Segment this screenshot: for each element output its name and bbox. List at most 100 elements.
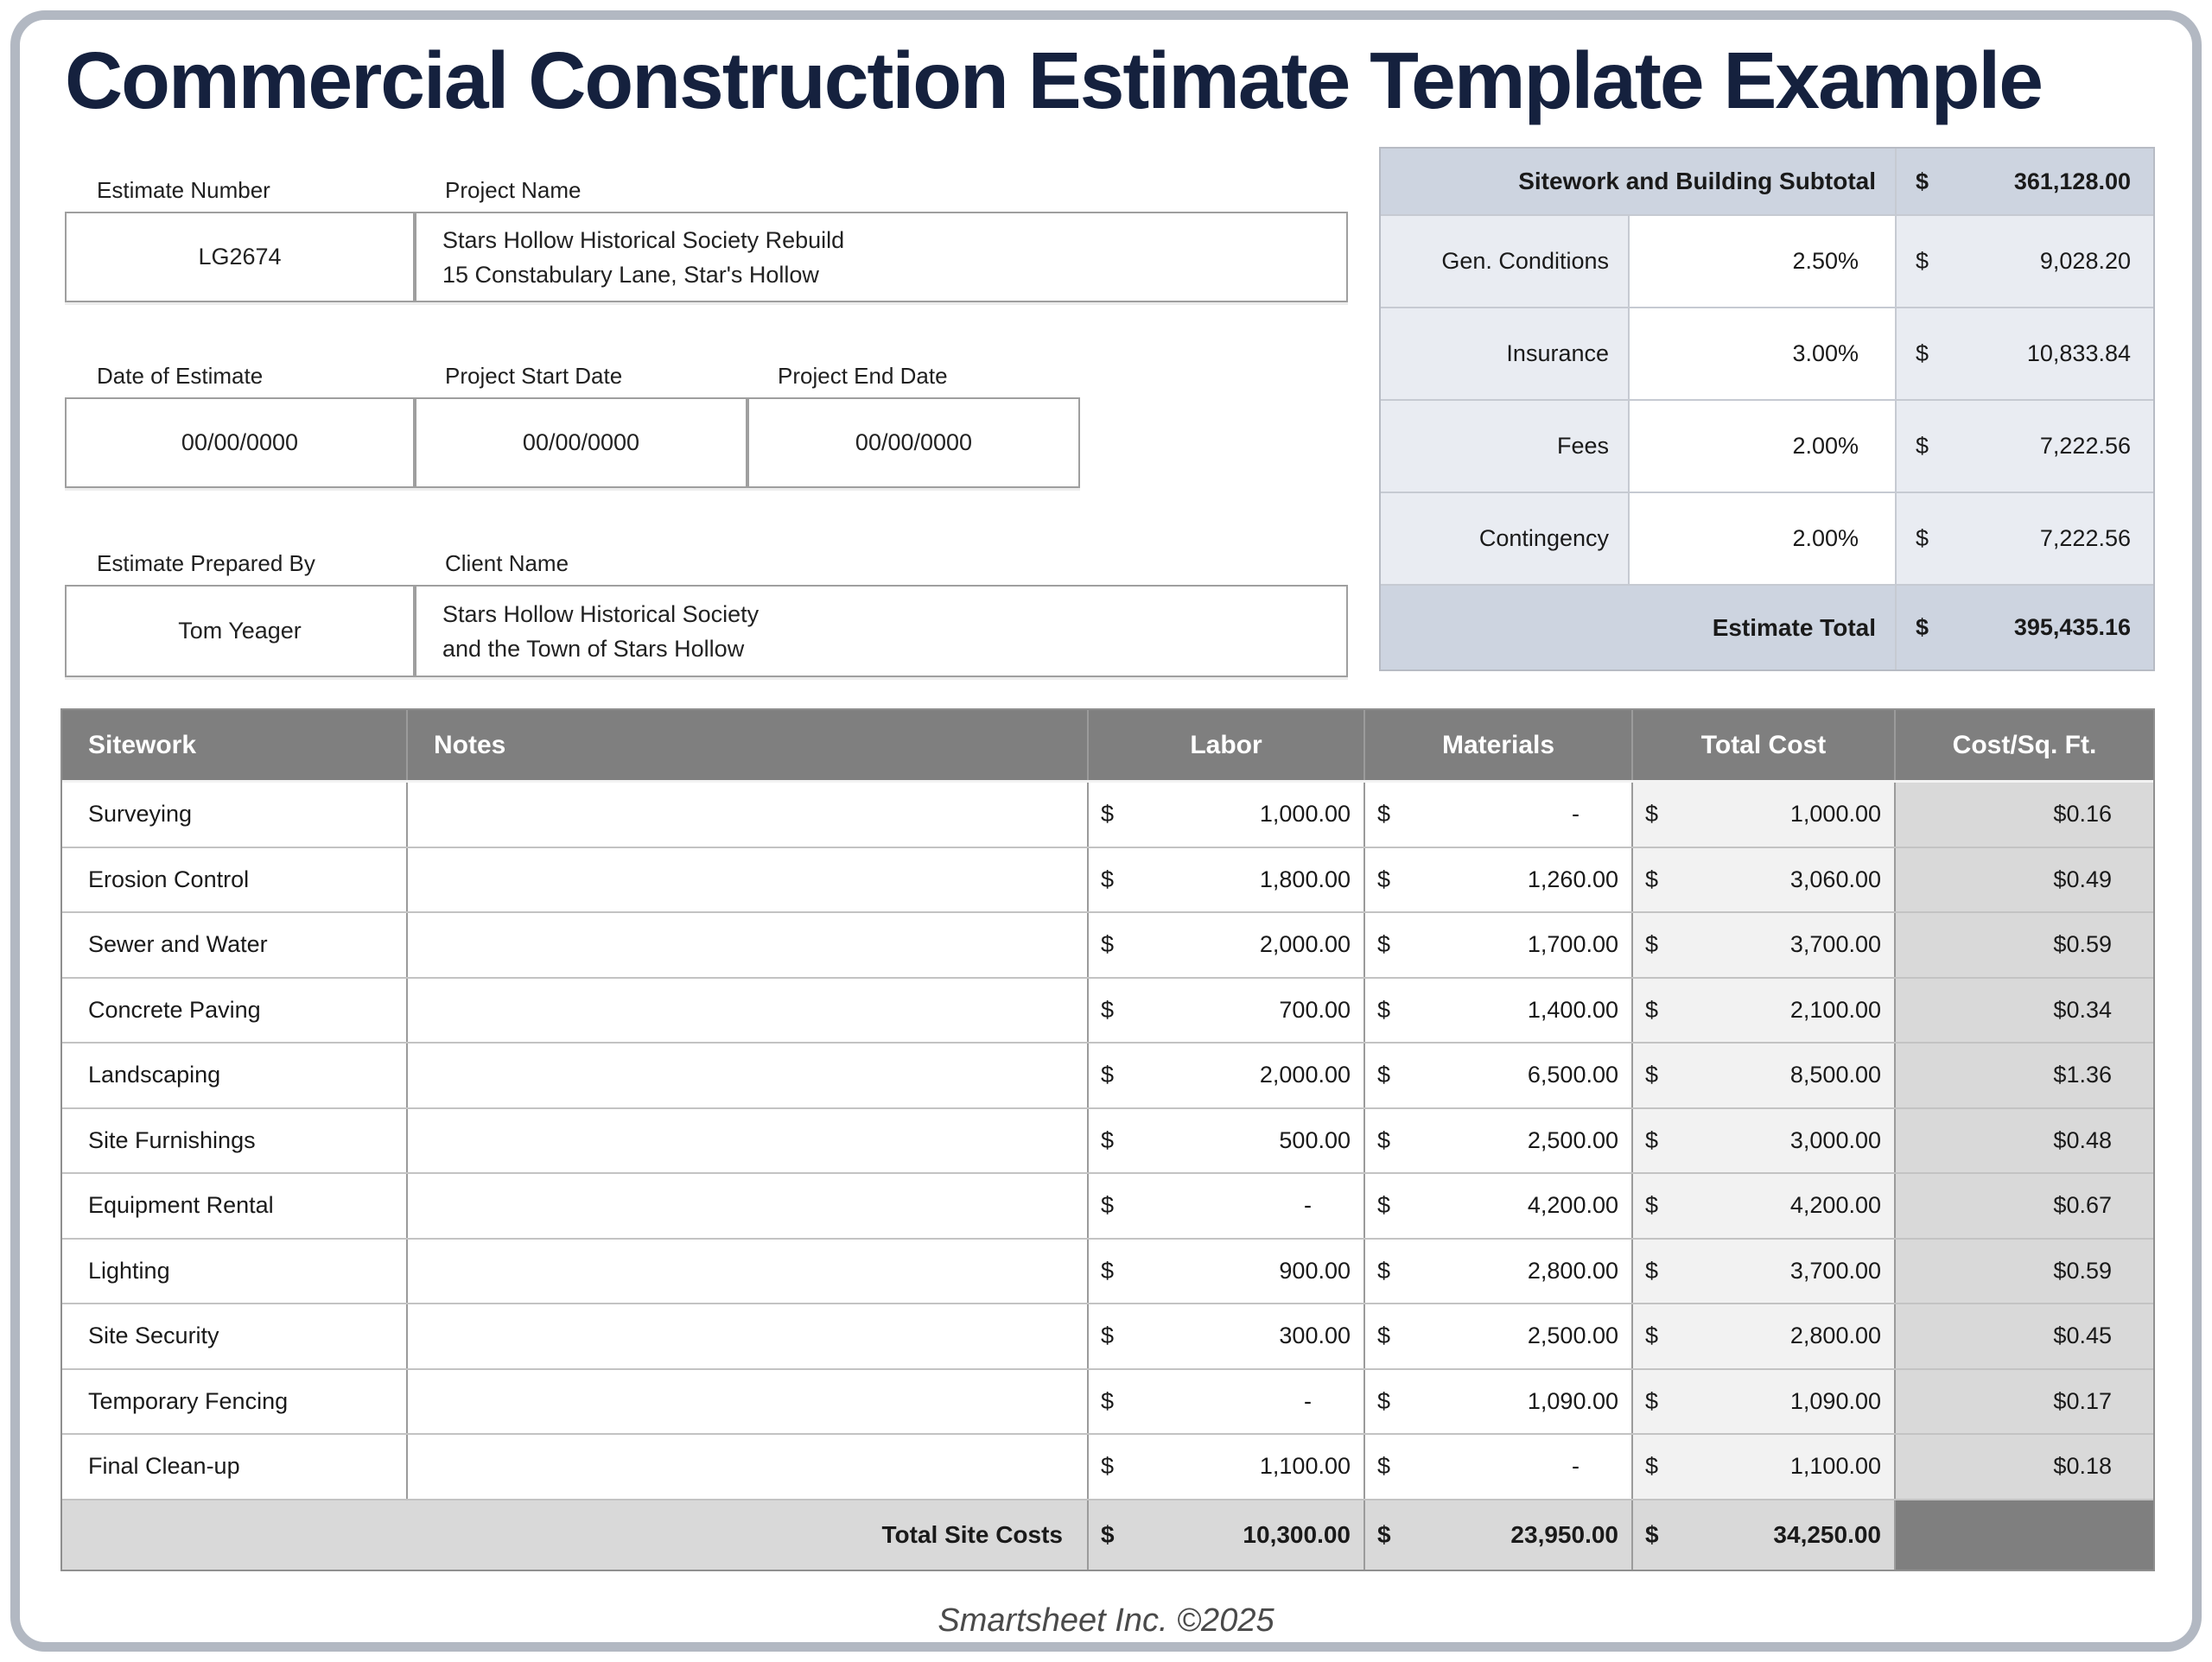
total-cost-cell[interactable]: $8,500.00 <box>1633 1044 1896 1107</box>
materials-cell[interactable]: $ - <box>1365 783 1633 847</box>
labor-cell[interactable]: $300.00 <box>1089 1304 1365 1368</box>
total-cost-amount: 1,000.00 <box>1789 801 1881 828</box>
date-of-estimate-field[interactable]: 00/00/0000 <box>65 397 415 488</box>
summary-row-pct[interactable]: 2.50% <box>1630 216 1897 307</box>
estimate-prepared-by-label: Estimate Prepared By <box>97 550 315 576</box>
cost-sqft-cell[interactable]: $0.48 <box>1896 1108 2153 1172</box>
total-cost-cell[interactable]: $2,800.00 <box>1633 1304 1896 1368</box>
total-cost-cell[interactable]: $3,700.00 <box>1633 1239 1896 1303</box>
cost-sqft-cell[interactable]: $0.34 <box>1896 978 2153 1042</box>
total-cost-cell[interactable]: $3,700.00 <box>1633 913 1896 977</box>
sitework-name-cell[interactable]: Landscaping <box>62 1044 408 1107</box>
notes-cell[interactable] <box>408 1044 1089 1107</box>
sitework-name-cell[interactable]: Concrete Paving <box>62 978 408 1042</box>
notes-cell[interactable] <box>408 1239 1089 1303</box>
table-row: Lighting $900.00 $2,800.00 $3,700.00 $0.… <box>62 1239 2153 1304</box>
materials-cell[interactable]: $2,500.00 <box>1365 1108 1633 1172</box>
labor-cell[interactable]: $ - <box>1089 1369 1365 1433</box>
sitework-name-cell[interactable]: Equipment Rental <box>62 1174 408 1238</box>
estimate-total-amount-cell[interactable]: $ 395,435.16 <box>1897 586 2153 669</box>
summary-row-amount-cell[interactable]: $ 9,028.20 <box>1897 216 2153 307</box>
estimate-prepared-by-field[interactable]: Tom Yeager <box>65 585 415 677</box>
labor-amount: 1,000.00 <box>1259 801 1351 828</box>
currency-symbol: $ <box>1101 866 1115 892</box>
notes-cell[interactable] <box>408 1174 1089 1238</box>
cost-sqft-cell[interactable]: $0.16 <box>1896 783 2153 847</box>
total-cost-cell[interactable]: $3,060.00 <box>1633 847 1896 911</box>
materials-cell[interactable]: $ - <box>1365 1435 1633 1499</box>
materials-cell[interactable]: $1,090.00 <box>1365 1369 1633 1433</box>
currency-symbol: $ <box>1101 996 1115 1023</box>
currency-symbol: $ <box>1377 1520 1391 1548</box>
notes-cell[interactable] <box>408 913 1089 977</box>
project-end-date-field[interactable]: 00/00/0000 <box>747 397 1080 488</box>
cost-sqft-cell[interactable]: $0.59 <box>1896 913 2153 977</box>
notes-cell[interactable] <box>408 1369 1089 1433</box>
labor-cell[interactable]: $2,000.00 <box>1089 1044 1365 1107</box>
cost-sqft-cell[interactable]: $0.49 <box>1896 847 2153 911</box>
estimate-number-field[interactable]: LG2674 <box>65 212 415 302</box>
notes-cell[interactable] <box>408 1108 1089 1172</box>
summary-header-amount-cell[interactable]: $ 361,128.00 <box>1897 149 2153 214</box>
total-cost-sum-cell: $34,250.00 <box>1633 1500 1896 1570</box>
cost-sqft-cell[interactable]: $0.18 <box>1896 1435 2153 1499</box>
labor-cell[interactable]: $1,800.00 <box>1089 847 1365 911</box>
materials-cell[interactable]: $1,400.00 <box>1365 978 1633 1042</box>
labor-cell[interactable]: $1,100.00 <box>1089 1435 1365 1499</box>
labor-cell[interactable]: $700.00 <box>1089 978 1365 1042</box>
estimate-total-row: Estimate Total $ 395,435.16 <box>1381 586 2153 669</box>
total-cost-cell[interactable]: $2,100.00 <box>1633 978 1896 1042</box>
notes-cell[interactable] <box>408 783 1089 847</box>
project-name-field[interactable]: Stars Hollow Historical Society Rebuild … <box>415 212 1348 302</box>
cost-sqft-cell[interactable]: $0.59 <box>1896 1239 2153 1303</box>
cost-sqft-cell[interactable]: $0.45 <box>1896 1304 2153 1368</box>
sitework-name-cell[interactable]: Final Clean-up <box>62 1435 408 1499</box>
cost-sqft-cell[interactable]: $0.67 <box>1896 1174 2153 1238</box>
currency-symbol: $ <box>1916 525 1929 551</box>
project-start-date-field[interactable]: 00/00/0000 <box>415 397 747 488</box>
summary-row-pct[interactable]: 2.00% <box>1630 493 1897 584</box>
summary-header-label: Sitework and Building Subtotal <box>1381 149 1897 214</box>
summary-row-amount-cell[interactable]: $ 10,833.84 <box>1897 308 2153 399</box>
materials-cell[interactable]: $1,260.00 <box>1365 847 1633 911</box>
notes-cell[interactable] <box>408 847 1089 911</box>
materials-cell[interactable]: $2,800.00 <box>1365 1239 1633 1303</box>
summary-row-amount-cell[interactable]: $ 7,222.56 <box>1897 401 2153 492</box>
total-cost-cell[interactable]: $3,000.00 <box>1633 1108 1896 1172</box>
client-name-field[interactable]: Stars Hollow Historical Society and the … <box>415 585 1348 677</box>
labor-cell[interactable]: $1,000.00 <box>1089 783 1365 847</box>
sitework-name-cell[interactable]: Sewer and Water <box>62 913 408 977</box>
notes-cell[interactable] <box>408 1435 1089 1499</box>
labor-cell[interactable]: $ - <box>1089 1174 1365 1238</box>
cost-sqft-cell[interactable]: $0.17 <box>1896 1369 2153 1433</box>
total-cost-cell[interactable]: $1,000.00 <box>1633 783 1896 847</box>
summary-row-pct[interactable]: 3.00% <box>1630 308 1897 399</box>
summary-row-pct[interactable]: 2.00% <box>1630 401 1897 492</box>
materials-amount: 1,260.00 <box>1527 866 1618 892</box>
total-cost-cell[interactable]: $4,200.00 <box>1633 1174 1896 1238</box>
sitework-name-cell[interactable]: Lighting <box>62 1239 408 1303</box>
sitework-name-cell[interactable]: Temporary Fencing <box>62 1369 408 1433</box>
sitework-name-cell[interactable]: Erosion Control <box>62 847 408 911</box>
labor-cell[interactable]: $500.00 <box>1089 1108 1365 1172</box>
total-cost-cell[interactable]: $1,090.00 <box>1633 1369 1896 1433</box>
header-total-cost: Total Cost <box>1633 710 1896 780</box>
materials-cell[interactable]: $1,700.00 <box>1365 913 1633 977</box>
sitework-name-cell[interactable]: Site Security <box>62 1304 408 1368</box>
materials-cell[interactable]: $2,500.00 <box>1365 1304 1633 1368</box>
notes-cell[interactable] <box>408 1304 1089 1368</box>
currency-symbol: $ <box>1101 1453 1115 1480</box>
cost-sqft-cell[interactable]: $1.36 <box>1896 1044 2153 1107</box>
labor-amount: 1,800.00 <box>1259 866 1351 892</box>
table-row: Site Furnishings $500.00 $2,500.00 $3,00… <box>62 1108 2153 1174</box>
summary-row-amount-cell[interactable]: $ 7,222.56 <box>1897 493 2153 584</box>
currency-symbol: $ <box>1645 1126 1659 1153</box>
sitework-name-cell[interactable]: Surveying <box>62 783 408 847</box>
notes-cell[interactable] <box>408 978 1089 1042</box>
labor-cell[interactable]: $900.00 <box>1089 1239 1365 1303</box>
materials-cell[interactable]: $4,200.00 <box>1365 1174 1633 1238</box>
sitework-name-cell[interactable]: Site Furnishings <box>62 1108 408 1172</box>
materials-cell[interactable]: $6,500.00 <box>1365 1044 1633 1107</box>
total-cost-cell[interactable]: $1,100.00 <box>1633 1435 1896 1499</box>
labor-cell[interactable]: $2,000.00 <box>1089 913 1365 977</box>
